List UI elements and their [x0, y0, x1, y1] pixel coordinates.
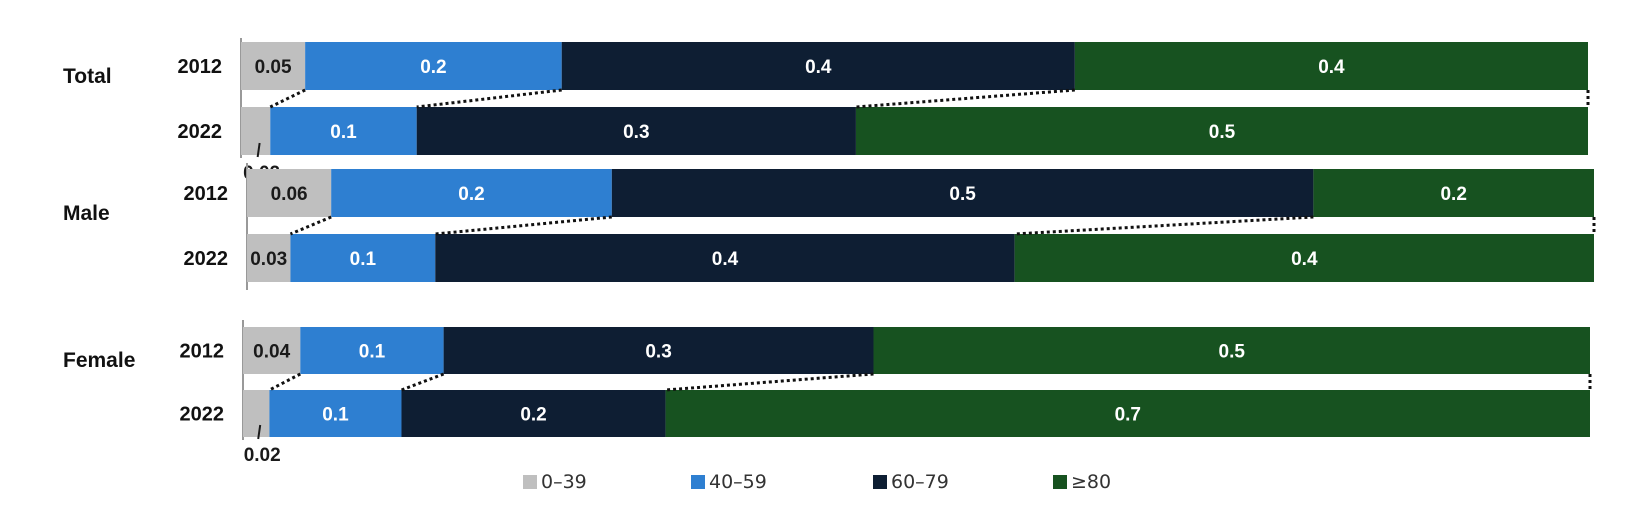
bar-segment	[305, 42, 562, 90]
legend-item: 40–59	[691, 471, 767, 493]
connector-line	[268, 372, 302, 392]
data-label: 0.1	[330, 122, 357, 143]
data-label: 0.04	[253, 342, 290, 363]
year-label: 2012	[184, 183, 229, 205]
data-label: 0.06	[271, 184, 308, 205]
group-label: Female	[63, 349, 135, 372]
group-label: Male	[63, 202, 110, 225]
data-label: 0.2	[520, 405, 546, 426]
data-label: 0.2	[1440, 184, 1466, 205]
bar-segment	[435, 234, 1015, 282]
bar-segment	[243, 390, 270, 437]
bar-segment	[443, 327, 874, 374]
data-label: 0.02	[244, 445, 281, 466]
connector-line	[1014, 215, 1314, 236]
connector-line	[435, 215, 612, 236]
bar-segment	[1074, 42, 1588, 90]
legend-label: 60–79	[891, 471, 949, 493]
data-label: 0.5	[1209, 122, 1236, 143]
legend-swatch	[1053, 475, 1067, 489]
data-label: 0.4	[805, 57, 832, 78]
legend-label: 0–39	[541, 471, 587, 493]
data-label: 0.5	[949, 184, 976, 205]
bar-segment	[416, 107, 856, 155]
year-label: 2022	[178, 121, 223, 143]
year-label: 2012	[178, 56, 223, 78]
data-label: 0.1	[350, 249, 377, 270]
connector-line	[289, 215, 332, 236]
bar-segment	[665, 390, 1590, 437]
legend-swatch	[523, 475, 537, 489]
group-label: Total	[63, 65, 112, 88]
legend-label: ≥80	[1071, 471, 1112, 493]
bar-segment	[1313, 169, 1594, 217]
data-label: 0.2	[458, 184, 484, 205]
legend-label: 40–59	[709, 471, 767, 493]
bar-segment	[561, 42, 1075, 90]
legend-item: 0–39	[523, 471, 587, 493]
legend-item: ≥80	[1053, 471, 1111, 493]
bar-segment	[269, 390, 402, 437]
bar-segment	[401, 390, 666, 437]
legend-swatch	[691, 475, 705, 489]
data-label: 0.4	[1318, 57, 1345, 78]
data-label: 0.03	[250, 249, 287, 270]
data-label: 0.05	[255, 57, 292, 78]
bar-segment	[241, 42, 306, 90]
connector-line	[665, 372, 874, 392]
legend-swatch	[873, 475, 887, 489]
bar-segment	[290, 234, 436, 282]
data-label: 0.4	[712, 249, 739, 270]
label-leader	[257, 424, 262, 440]
bar-segment	[241, 107, 271, 155]
bar-segment	[611, 169, 1314, 217]
data-label: 0.2	[420, 57, 446, 78]
data-label: 0.1	[322, 405, 349, 426]
connector-line	[269, 88, 306, 109]
year-label: 2012	[180, 341, 225, 363]
data-label: 0.3	[623, 122, 649, 143]
bar-segment	[855, 107, 1588, 155]
data-label: 0.1	[359, 342, 386, 363]
data-label: 0.7	[1115, 405, 1141, 426]
legend: 0–39 40–59 60–79 ≥80	[0, 470, 1636, 494]
bar-segment	[270, 107, 417, 155]
bar-segment	[300, 327, 444, 374]
bar-segment	[247, 234, 291, 282]
data-label: 0.3	[645, 342, 671, 363]
year-label: 2022	[180, 404, 225, 426]
connector-line	[416, 88, 562, 109]
legend-item: 60–79	[873, 471, 949, 493]
connector-line	[855, 88, 1075, 109]
bar-segment	[247, 169, 332, 217]
bar-segment	[873, 327, 1590, 374]
connector-line	[400, 372, 445, 392]
data-label: 0.4	[1291, 249, 1318, 270]
data-label: 0.5	[1219, 342, 1246, 363]
bar-segment	[331, 169, 612, 217]
bar-segment	[243, 327, 301, 374]
bar-segment	[1014, 234, 1594, 282]
label-leader	[256, 142, 261, 158]
year-label: 2022	[184, 248, 229, 270]
